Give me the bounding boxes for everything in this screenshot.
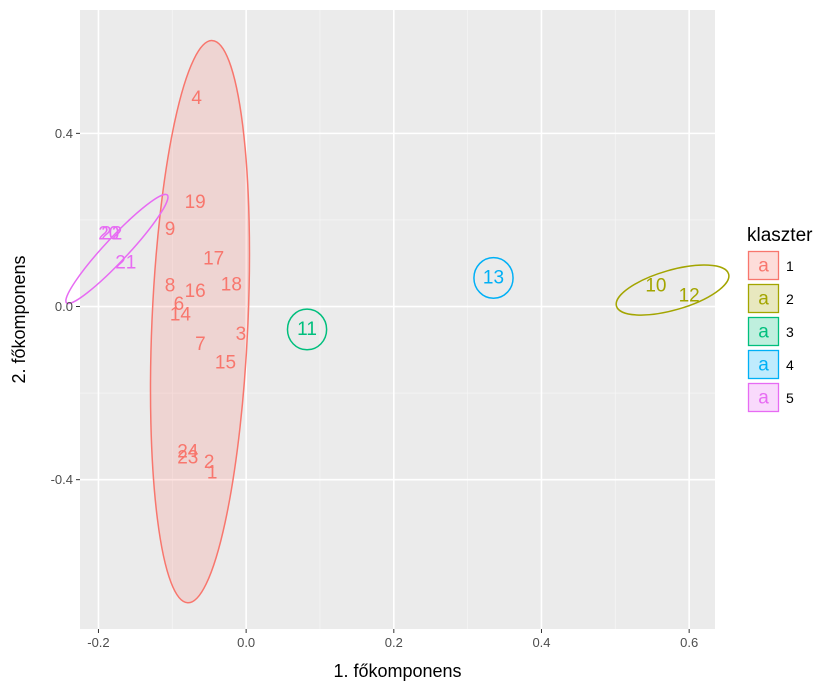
point-label-16: 16 [185,281,206,302]
cluster-ellipses [65,39,730,604]
x-tick-label: -0.2 [87,635,109,650]
x-tick-label: 0.4 [532,635,550,650]
legend-label-5: 5 [786,390,794,406]
cluster-ellipse-3 [286,308,328,351]
legend-label-4: 4 [786,357,794,373]
legend-key-glyph: a [758,322,769,343]
grid-minor [80,10,715,629]
point-label-2: 2 [204,452,215,473]
x-tick-label: 0.2 [385,635,403,650]
legend-key-1 [747,250,780,281]
point-label-10: 10 [645,276,666,297]
point-label-3: 3 [236,324,247,345]
point-label-11: 11 [297,319,317,340]
y-tick-label: 0.4 [55,126,73,141]
y-axis-title: 2. főkomponens [9,255,29,383]
point-label-20: 20 [98,223,119,244]
legend-label-1: 1 [786,258,794,274]
legend-title: klaszter [747,225,813,246]
x-axis-title: 1. főkomponens [333,661,461,681]
legend-key-5 [747,382,780,413]
y-tick-label: 0.0 [55,299,73,314]
y-axis: -0.4 0.0 0.4 [51,126,80,487]
plot-panel [80,10,715,629]
point-label-21: 21 [115,253,136,274]
point-label-8: 8 [165,276,176,297]
y-tick-label: -0.4 [51,472,73,487]
x-tick-label: 0.0 [237,635,255,650]
point-label-7: 7 [195,334,206,355]
legend-key-glyph: a [758,388,769,409]
point-label-22: 22 [101,223,122,244]
x-axis: -0.2 0.0 0.2 0.4 0.6 [87,629,698,650]
point-label-18: 18 [221,274,242,295]
legend-label-3: 3 [786,324,794,340]
legend-key-3 [747,316,780,347]
point-label-19: 19 [185,192,206,213]
point-label-6: 6 [174,294,185,315]
legend-key-glyph: a [758,289,769,310]
point-label-15: 15 [215,352,236,373]
point-label-24: 24 [177,441,199,462]
cluster-ellipse-4 [473,256,514,300]
point-label-13: 13 [483,267,504,288]
point-label-17: 17 [203,248,224,269]
cluster-ellipse-5 [65,193,169,305]
legend-key-glyph: a [758,256,769,277]
legend-label-2: 2 [786,291,794,307]
cluster-ellipse-2 [615,264,730,316]
point-label-23: 23 [177,448,198,469]
point-label-9: 9 [165,219,176,240]
x-tick-label: 0.6 [680,635,698,650]
grid-major [80,10,715,629]
point-label-12: 12 [679,286,700,307]
legend-key-glyph: a [758,355,769,376]
legend-key-4 [747,349,780,380]
point-label-4: 4 [191,88,202,109]
cluster-ellipse-1 [149,39,251,604]
legend-key-2 [747,283,780,314]
legend: klaszter a 1 a 2 a 3 a 4 a 5 [747,225,813,413]
point-label-14: 14 [170,305,192,326]
point-label-1: 1 [207,463,218,484]
